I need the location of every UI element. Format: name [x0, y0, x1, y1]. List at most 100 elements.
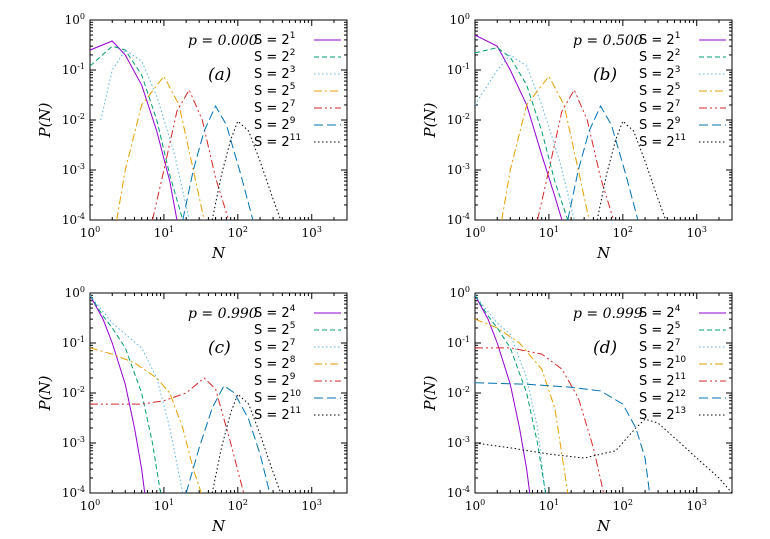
legend-label: S = 27 — [639, 338, 680, 355]
legend-label: S = 211 — [254, 133, 301, 150]
panel-letter: (d) — [593, 338, 617, 358]
y-tick-label: 10-2 — [62, 112, 85, 127]
series-group — [475, 294, 732, 493]
legend-label: S = 210 — [639, 355, 686, 372]
legend-label: S = 22 — [254, 48, 295, 65]
x-tick-label: 100 — [465, 498, 485, 513]
series-line — [100, 49, 190, 220]
series-line — [185, 384, 271, 493]
legend-label: S = 213 — [639, 406, 686, 423]
param-label: p = 0.000 — [188, 33, 258, 49]
legend-label: S = 29 — [639, 116, 681, 133]
x-tick-label: 101 — [539, 498, 559, 513]
y-tick-label: 10-2 — [62, 385, 85, 400]
series-line — [475, 54, 575, 220]
series-group — [475, 34, 667, 220]
x-tick-label: 103 — [687, 498, 707, 513]
series-line — [596, 120, 667, 220]
param-label: p = 0.990 — [188, 306, 258, 322]
chart-panel-4: 100 101 102 103 100 10-1 10-2 10-3 10-4 N P(N) p = … — [421, 285, 733, 535]
y-tick-label: 10-4 — [447, 485, 470, 500]
legend-label: S = 25 — [639, 82, 680, 99]
x-tick-label: 102 — [228, 498, 248, 513]
series-line — [475, 382, 651, 493]
series-line — [475, 418, 732, 493]
legend-label: S = 24 — [639, 304, 681, 321]
y-tick-label: 10-1 — [62, 335, 85, 350]
series-line — [475, 318, 569, 493]
x-axis-title: N — [596, 517, 611, 535]
legend-label: S = 21 — [254, 31, 295, 48]
legend-label: S = 211 — [639, 133, 686, 150]
y-tick-label: 100 — [65, 285, 85, 300]
series-line — [90, 45, 184, 220]
series-line — [501, 75, 590, 220]
x-tick-label: 100 — [465, 225, 485, 240]
plot-frame — [474, 19, 733, 221]
x-tick-label: 102 — [613, 225, 633, 240]
series-line — [116, 75, 205, 220]
legend-label: S = 25 — [254, 82, 295, 99]
x-tick-label: 101 — [539, 225, 559, 240]
legend-label: S = 25 — [639, 321, 680, 338]
series-line — [211, 120, 282, 220]
y-axis-title: P(N) — [36, 102, 54, 138]
legend-label: S = 27 — [639, 99, 680, 116]
legend-label: S = 22 — [639, 48, 680, 65]
x-tick-label: 103 — [302, 498, 322, 513]
legend-label: S = 25 — [254, 321, 295, 338]
legend-label: S = 24 — [254, 304, 296, 321]
y-tick-label: 10-3 — [447, 435, 470, 450]
y-axis-title: P(N) — [421, 102, 439, 138]
plot-frame — [474, 292, 733, 494]
y-tick-label: 10-3 — [447, 162, 470, 177]
y-axis-title: P(N) — [36, 375, 54, 411]
y-tick-label: 10-1 — [62, 62, 85, 77]
x-tick-label: 100 — [80, 498, 100, 513]
legend: S = 21S = 22S = 23S = 25S = 27S = 29S = … — [254, 31, 341, 150]
series-line — [567, 104, 639, 220]
series-line — [90, 377, 245, 493]
series-line — [90, 294, 184, 493]
plot-frame — [89, 19, 348, 221]
series-line — [475, 347, 605, 493]
y-tick-label: 10-2 — [447, 385, 470, 400]
series-line — [182, 104, 254, 220]
series-line — [475, 47, 569, 220]
x-tick-label: 100 — [80, 225, 100, 240]
x-axis-title: N — [596, 244, 611, 262]
panel-letter: (c) — [208, 338, 231, 358]
param-label: p = 0.500 — [573, 33, 643, 49]
legend-label: S = 23 — [254, 65, 295, 82]
chart-panel-2: 100 101 102 103 100 10-1 10-2 10-3 10-4 N P(N) p = … — [421, 12, 733, 262]
legend-label: S = 21 — [639, 31, 680, 48]
y-tick-label: 10-4 — [62, 212, 85, 227]
y-axis-title: P(N) — [421, 375, 439, 411]
chart-panel-1: 100 101 102 103 100 10-1 10-2 10-3 10-4 N P(N) p = … — [36, 12, 348, 262]
y-tick-label: 100 — [450, 285, 470, 300]
y-tick-label: 10-1 — [447, 335, 470, 350]
y-tick-label: 10-2 — [447, 112, 470, 127]
y-tick-label: 10-3 — [62, 162, 85, 177]
series-line — [90, 347, 202, 493]
param-label: p = 0.999 — [573, 306, 643, 322]
plot-frame — [89, 292, 348, 494]
legend-label: S = 29 — [254, 372, 296, 389]
legend-label: S = 28 — [254, 355, 296, 372]
y-tick-label: 10-4 — [62, 485, 85, 500]
legend-label: S = 211 — [254, 406, 301, 423]
legend-label: S = 210 — [254, 389, 301, 406]
y-tick-label: 100 — [450, 12, 470, 27]
series-line — [475, 295, 531, 493]
x-tick-label: 103 — [687, 225, 707, 240]
series-group — [90, 294, 282, 493]
series-line — [90, 295, 162, 493]
series-line — [211, 393, 282, 493]
chart-panel-3: 100 101 102 103 100 10-1 10-2 10-3 10-4 N P(N) p = … — [36, 285, 348, 535]
y-tick-label: 100 — [65, 12, 85, 27]
legend-label: S = 23 — [639, 65, 680, 82]
series-line — [90, 40, 178, 220]
panel-letter: (a) — [208, 65, 231, 85]
